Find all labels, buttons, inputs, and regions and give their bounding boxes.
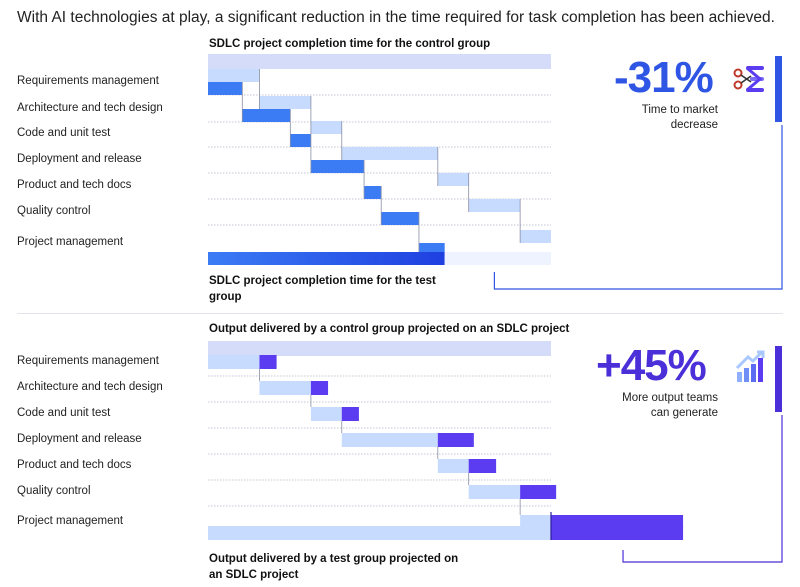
total-bar-control-bottom	[208, 526, 551, 540]
bar-test-output	[310, 381, 329, 395]
chart1-subtitle: SDLC project completion time for the tes…	[209, 275, 436, 303]
growth-bars-icon	[735, 350, 765, 382]
bar-control	[468, 485, 521, 499]
stat-caption-line: decrease	[670, 119, 718, 131]
bar-test	[364, 186, 382, 199]
bar-test-output	[468, 459, 497, 473]
row-label: Architecture and tech design	[17, 102, 163, 114]
headline: With AI technologies at play, a signific…	[17, 9, 775, 26]
total-bar-control	[208, 54, 551, 69]
bar-control	[437, 459, 469, 473]
bar-control	[520, 230, 551, 243]
bar-test-output	[259, 355, 277, 369]
row-label: Deployment and release	[17, 153, 142, 165]
bar-control	[437, 173, 469, 186]
scissors-timeline-icon	[733, 66, 764, 92]
stat-caption-line: can generate	[650, 407, 718, 419]
bar-test	[242, 109, 291, 122]
bar-test	[381, 212, 419, 225]
bar-control	[208, 69, 260, 82]
row-label: Requirements management	[17, 75, 159, 87]
bar-control	[259, 381, 311, 395]
bar-test-output	[551, 515, 684, 529]
bar-control	[520, 515, 551, 529]
row-label: Quality control	[17, 205, 91, 217]
bar-control	[310, 121, 342, 134]
row-label: Product and tech docs	[17, 459, 132, 471]
bar-control	[208, 355, 260, 369]
total-bar-extra	[551, 526, 684, 540]
stat-time-to-market-caption: Time to market decrease	[578, 103, 718, 133]
bar-test-output	[520, 485, 557, 499]
bar-control	[341, 147, 438, 160]
stat-caption-line: Time to market	[641, 104, 718, 116]
bar-test-output	[341, 407, 359, 421]
bar-test-output	[437, 433, 474, 447]
row-label: Deployment and release	[17, 433, 142, 445]
stat-time-to-market: -31%	[614, 53, 714, 102]
bar-control	[468, 199, 521, 212]
bar-control	[310, 407, 342, 421]
total-bar-control	[208, 341, 551, 356]
bar-control	[341, 433, 438, 447]
row-label: Project management	[17, 236, 124, 248]
row-label: Architecture and tech design	[17, 381, 163, 393]
row-label: Product and tech docs	[17, 179, 132, 191]
bar-test	[310, 160, 365, 173]
bar-control	[259, 96, 311, 109]
total-bar-test	[208, 252, 445, 265]
bar-test	[290, 134, 311, 147]
bracket-line	[622, 415, 783, 563]
chart1-title: SDLC project completion time for the con…	[209, 38, 491, 50]
row-label: Project management	[17, 515, 124, 527]
stat-more-output-caption: More output teams can generate	[578, 391, 718, 421]
stat-accent-bar	[775, 56, 782, 122]
row-label: Code and unit test	[17, 407, 111, 419]
total-bar-saved	[444, 252, 551, 265]
stat-caption-line: More output teams	[622, 392, 718, 404]
chart2-title: Output delivered by a control group proj…	[209, 323, 570, 335]
row-label: Code and unit test	[17, 127, 111, 139]
bracket-line	[493, 125, 783, 290]
stat-more-output: +45%	[596, 341, 707, 390]
section-divider	[17, 313, 783, 314]
stat-accent-bar	[775, 346, 782, 412]
row-label: Requirements management	[17, 355, 159, 367]
bar-test	[208, 82, 243, 95]
row-label: Quality control	[17, 485, 91, 497]
chart2-subtitle: Output delivered by a test group project…	[209, 553, 459, 581]
